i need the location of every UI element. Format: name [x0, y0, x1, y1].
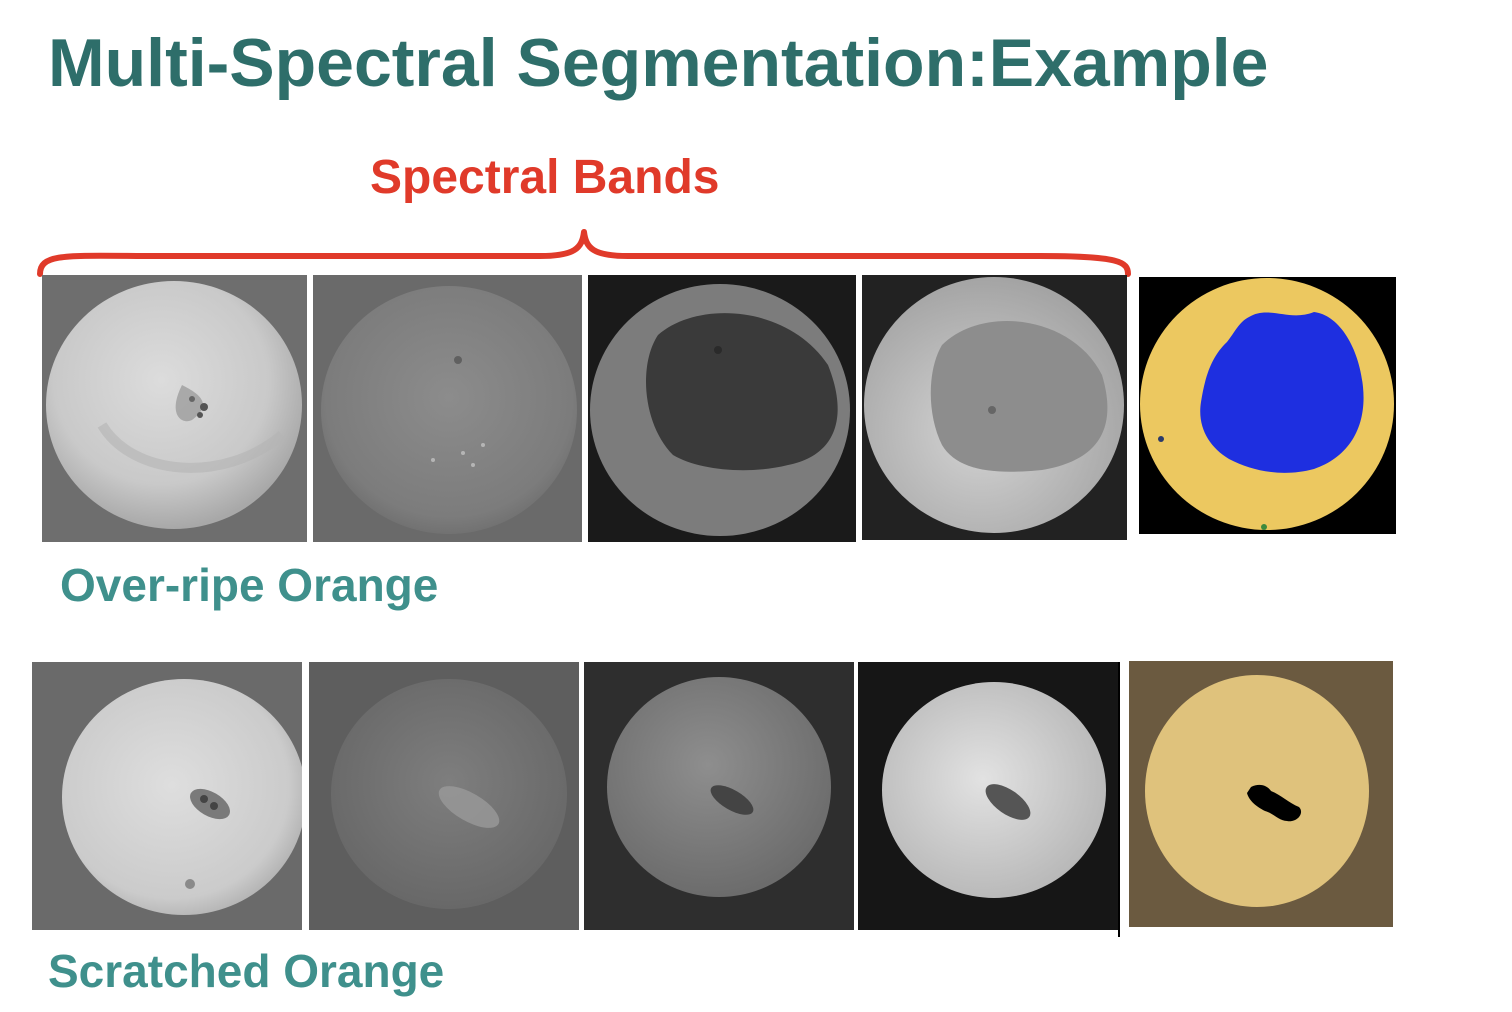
- overripe-orange-label: Over-ripe Orange: [60, 559, 439, 611]
- panel-divider: [1118, 662, 1120, 937]
- overripe-band-2-image: [313, 275, 582, 542]
- scratched-orange-label: Scratched Orange: [48, 945, 445, 997]
- overripe-band-4-image: [862, 275, 1127, 540]
- scratched-band-3-image: [584, 662, 854, 930]
- slide-title: Multi-Spectral Segmentation:Example: [48, 25, 1269, 101]
- scratched-band-1-image: [32, 662, 302, 930]
- spectral-bands-label: Spectral Bands: [370, 151, 720, 204]
- scratched-band-2-image: [309, 662, 579, 930]
- overripe-segmentation-result: [1139, 277, 1396, 534]
- overripe-band-3-image: [588, 275, 856, 542]
- scratched-band-4-image: [858, 662, 1120, 930]
- overripe-band-1-image: [42, 275, 307, 542]
- scratched-segmentation-result: [1129, 661, 1393, 927]
